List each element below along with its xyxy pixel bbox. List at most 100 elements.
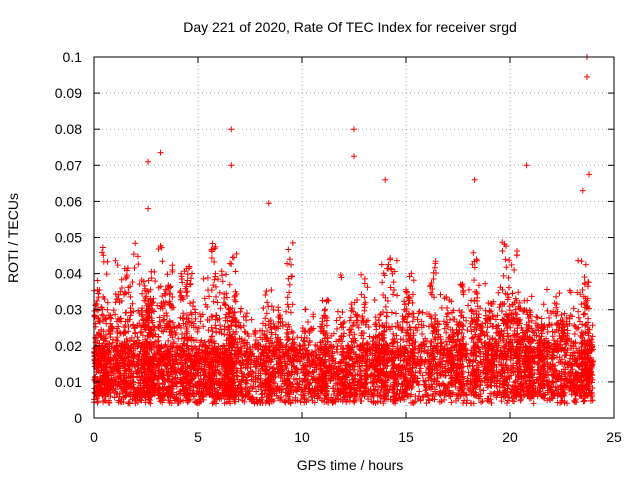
data-point xyxy=(288,368,295,375)
data-point xyxy=(178,275,185,282)
data-point xyxy=(335,337,342,344)
data-point xyxy=(508,352,515,359)
data-point xyxy=(151,308,158,315)
data-point xyxy=(482,280,489,287)
data-point xyxy=(422,387,429,394)
data-point xyxy=(504,400,511,407)
data-point xyxy=(514,330,521,337)
data-point xyxy=(104,299,111,306)
data-point xyxy=(292,376,299,383)
data-point xyxy=(100,252,107,259)
data-point xyxy=(357,398,364,405)
data-point xyxy=(437,291,444,298)
data-point xyxy=(100,258,107,265)
data-point xyxy=(421,348,428,355)
data-point xyxy=(419,309,426,316)
data-point xyxy=(186,300,193,307)
data-point xyxy=(443,329,450,336)
data-point xyxy=(412,369,419,376)
data-point xyxy=(131,325,138,332)
data-point xyxy=(419,393,426,400)
data-point xyxy=(419,372,426,379)
data-point xyxy=(122,309,129,316)
data-point xyxy=(333,338,340,345)
data-point xyxy=(556,290,563,297)
data-point xyxy=(166,291,173,298)
data-point xyxy=(172,380,179,387)
data-point xyxy=(334,308,341,315)
data-point xyxy=(382,303,389,310)
data-point xyxy=(99,311,106,318)
data-point xyxy=(540,301,547,308)
data-point xyxy=(558,311,565,318)
data-point xyxy=(158,327,165,334)
data-point xyxy=(530,400,537,407)
data-point xyxy=(305,342,312,349)
data-point xyxy=(270,397,277,404)
data-point xyxy=(132,240,139,247)
data-point xyxy=(589,322,596,329)
data-point xyxy=(170,338,177,345)
data-point xyxy=(135,261,142,268)
data-point xyxy=(131,265,138,272)
data-point xyxy=(448,399,455,406)
data-point xyxy=(438,304,445,311)
data-point xyxy=(423,400,430,407)
data-point xyxy=(392,310,399,317)
data-point xyxy=(333,317,340,324)
data-point xyxy=(517,397,524,404)
data-point xyxy=(99,244,106,251)
data-point xyxy=(244,365,251,372)
data-point xyxy=(419,331,426,338)
data-point xyxy=(258,386,265,393)
data-point xyxy=(531,359,538,366)
data-point xyxy=(416,388,423,395)
data-point xyxy=(294,388,301,395)
data-point xyxy=(183,289,190,296)
chart-title: Day 221 of 2020, Rate Of TEC Index for r… xyxy=(183,19,517,35)
data-point xyxy=(362,299,369,306)
data-point xyxy=(176,289,183,296)
data-point xyxy=(556,333,563,340)
data-point xyxy=(468,335,475,342)
data-point xyxy=(546,314,553,321)
data-point xyxy=(113,336,120,343)
data-point xyxy=(245,333,252,340)
data-point xyxy=(369,338,376,345)
data-point xyxy=(160,317,167,324)
data-point xyxy=(377,311,384,318)
data-point xyxy=(417,365,424,372)
data-point xyxy=(543,286,550,293)
data-point xyxy=(260,305,267,312)
data-point xyxy=(288,328,295,335)
data-point xyxy=(464,327,471,334)
data-point xyxy=(397,343,404,350)
data-point xyxy=(148,268,155,275)
data-point xyxy=(118,285,125,292)
data-point xyxy=(528,293,535,300)
data-point xyxy=(377,398,384,405)
data-point xyxy=(478,399,485,406)
data-point xyxy=(533,313,540,320)
data-point xyxy=(108,315,115,322)
data-point xyxy=(134,334,141,341)
data-point xyxy=(581,397,588,404)
data-point xyxy=(287,309,294,316)
data-point xyxy=(420,377,427,384)
data-point xyxy=(196,311,203,318)
data-point xyxy=(110,307,117,314)
data-point xyxy=(120,329,127,336)
data-point xyxy=(363,341,370,348)
data-point xyxy=(551,329,558,336)
data-point xyxy=(122,275,129,282)
data-point xyxy=(465,302,472,309)
data-point xyxy=(141,282,148,289)
data-point xyxy=(152,278,159,285)
data-point xyxy=(357,368,364,375)
data-point xyxy=(336,314,343,321)
data-point xyxy=(187,280,194,287)
data-point xyxy=(492,316,499,323)
data-points xyxy=(91,54,597,407)
data-point xyxy=(534,314,541,321)
